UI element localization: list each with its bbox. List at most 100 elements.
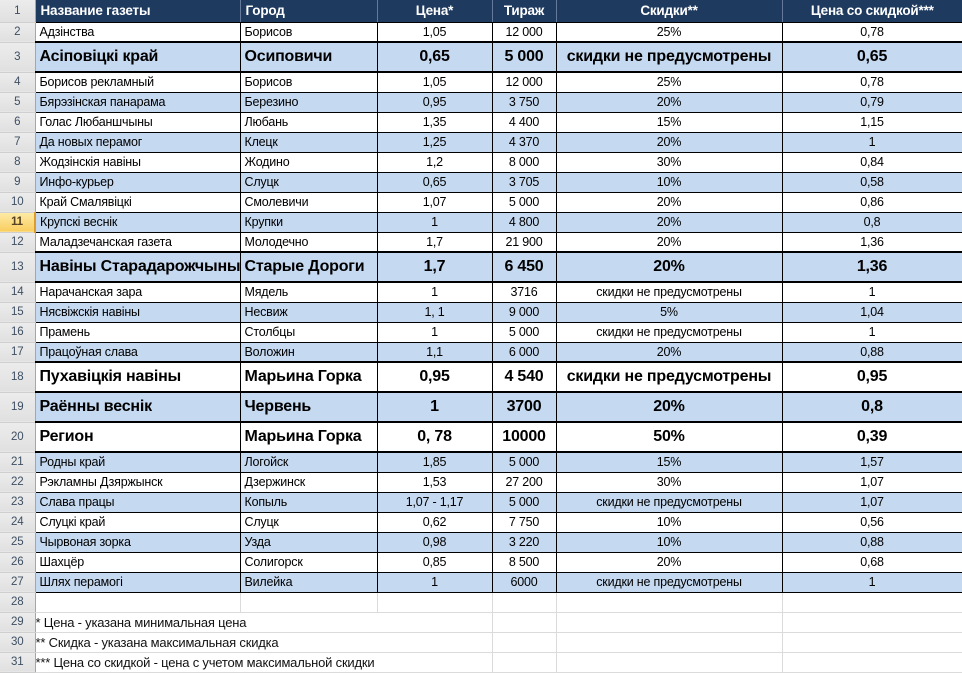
row-header-24[interactable]: 24 — [0, 512, 36, 533]
cell-r15c6[interactable]: 1,04 — [781, 301, 962, 323]
row-header-31[interactable]: 31 — [0, 652, 36, 673]
cell-r6c2[interactable]: Любань — [239, 111, 378, 133]
cell-r27c4[interactable]: 6000 — [491, 571, 557, 593]
empty-cell[interactable] — [376, 591, 493, 613]
cell-r10c4[interactable]: 5 000 — [491, 191, 557, 213]
cell-r14c1[interactable]: Нарачанская зара — [34, 281, 241, 303]
cell-r21c1[interactable]: Родны край — [34, 451, 241, 473]
cell-r7c4[interactable]: 4 370 — [491, 131, 557, 153]
cell-r3c3[interactable]: 0,65 — [376, 41, 493, 73]
row-header-12[interactable]: 12 — [0, 232, 36, 253]
cell-r25c6[interactable]: 0,88 — [781, 531, 962, 553]
cell-r7c6[interactable]: 1 — [781, 131, 962, 153]
cell-r3c4[interactable]: 5 000 — [491, 41, 557, 73]
cell-r13c6[interactable]: 1,36 — [781, 251, 962, 283]
cell-r3c6[interactable]: 0,65 — [781, 41, 962, 73]
cell-r17c4[interactable]: 6 000 — [491, 341, 557, 363]
cell-r24c2[interactable]: Слуцк — [239, 511, 378, 533]
cell-r8c2[interactable]: Жодино — [239, 151, 378, 173]
cell-r12c1[interactable]: Маладзечанская газета — [34, 231, 241, 253]
row-header-1[interactable]: 1 — [0, 0, 36, 23]
cell-r23c6[interactable]: 1,07 — [781, 491, 962, 513]
cell-r7c5[interactable]: 20% — [555, 131, 783, 153]
cell-r18c2[interactable]: Марьина Горка — [239, 361, 378, 393]
cell-r5c5[interactable]: 20% — [555, 91, 783, 113]
cell-r26c5[interactable]: 20% — [555, 551, 783, 573]
cell-r21c3[interactable]: 1,85 — [376, 451, 493, 473]
cell-r27c2[interactable]: Вилейка — [239, 571, 378, 593]
cell-r22c3[interactable]: 1,53 — [376, 471, 493, 493]
cell-r27c6[interactable]: 1 — [781, 571, 962, 593]
cell-r12c2[interactable]: Молодечно — [239, 231, 378, 253]
cell-r11c2[interactable]: Крупки — [239, 211, 378, 233]
cell-r17c5[interactable]: 20% — [555, 341, 783, 363]
cell-r26c1[interactable]: Шахцёр — [34, 551, 241, 573]
cell-r19c2[interactable]: Червень — [239, 391, 378, 423]
cell-r6c4[interactable]: 4 400 — [491, 111, 557, 133]
cell-r17c6[interactable]: 0,88 — [781, 341, 962, 363]
cell-r27c1[interactable]: Шлях перамогі — [34, 571, 241, 593]
cell-r8c6[interactable]: 0,84 — [781, 151, 962, 173]
row-header-18[interactable]: 18 — [0, 362, 36, 393]
row-header-30[interactable]: 30 — [0, 632, 36, 653]
cell-r9c5[interactable]: 10% — [555, 171, 783, 193]
cell-r14c5[interactable]: скидки не предусмотрены — [555, 281, 783, 303]
row-header-17[interactable]: 17 — [0, 342, 36, 363]
empty-cell[interactable] — [555, 611, 783, 633]
cell-r27c3[interactable]: 1 — [376, 571, 493, 593]
empty-cell[interactable] — [781, 611, 962, 633]
empty-cell[interactable] — [781, 631, 962, 653]
cell-r26c2[interactable]: Солигорск — [239, 551, 378, 573]
cell-r25c3[interactable]: 0,98 — [376, 531, 493, 553]
cell-r8c4[interactable]: 8 000 — [491, 151, 557, 173]
cell-r19c3[interactable]: 1 — [376, 391, 493, 423]
cell-r12c3[interactable]: 1,7 — [376, 231, 493, 253]
cell-r12c6[interactable]: 1,36 — [781, 231, 962, 253]
cell-r2c3[interactable]: 1,05 — [376, 21, 493, 43]
cell-r17c1[interactable]: Працоўная слава — [34, 341, 241, 363]
cell-r4c2[interactable]: Борисов — [239, 71, 378, 93]
empty-cell[interactable] — [34, 591, 241, 613]
cell-r19c6[interactable]: 0,8 — [781, 391, 962, 423]
cell-r24c4[interactable]: 7 750 — [491, 511, 557, 533]
row-header-4[interactable]: 4 — [0, 72, 36, 93]
row-header-28[interactable]: 28 — [0, 592, 36, 613]
cell-r4c6[interactable]: 0,78 — [781, 71, 962, 93]
cell-r18c4[interactable]: 4 540 — [491, 361, 557, 393]
row-header-27[interactable]: 27 — [0, 572, 36, 593]
cell-r15c3[interactable]: 1, 1 — [376, 301, 493, 323]
footnote-r29[interactable]: * Цена - указана минимальная цена — [34, 611, 493, 633]
cell-r16c6[interactable]: 1 — [781, 321, 962, 343]
cell-r23c3[interactable]: 1,07 - 1,17 — [376, 491, 493, 513]
cell-r6c5[interactable]: 15% — [555, 111, 783, 133]
cell-r18c6[interactable]: 0,95 — [781, 361, 962, 393]
cell-r6c3[interactable]: 1,35 — [376, 111, 493, 133]
cell-r7c1[interactable]: Да новых перамог — [34, 131, 241, 153]
cell-r7c3[interactable]: 1,25 — [376, 131, 493, 153]
cell-r3c2[interactable]: Осиповичи — [239, 41, 378, 73]
cell-r6c1[interactable]: Голас Любаншчыны — [34, 111, 241, 133]
cell-r8c3[interactable]: 1,2 — [376, 151, 493, 173]
cell-r3c5[interactable]: скидки не предусмотрены — [555, 41, 783, 73]
cell-r24c3[interactable]: 0,62 — [376, 511, 493, 533]
cell-r18c3[interactable]: 0,95 — [376, 361, 493, 393]
row-header-25[interactable]: 25 — [0, 532, 36, 553]
empty-cell[interactable] — [491, 631, 557, 653]
cell-r20c2[interactable]: Марьина Горка — [239, 421, 378, 453]
cell-r16c4[interactable]: 5 000 — [491, 321, 557, 343]
cell-r9c2[interactable]: Слуцк — [239, 171, 378, 193]
row-header-20[interactable]: 20 — [0, 422, 36, 453]
row-header-9[interactable]: 9 — [0, 172, 36, 193]
row-header-10[interactable]: 10 — [0, 192, 36, 213]
cell-r10c3[interactable]: 1,07 — [376, 191, 493, 213]
empty-cell[interactable] — [555, 651, 783, 673]
footnote-r31[interactable]: *** Цена со скидкой - цена с учетом макс… — [34, 651, 493, 673]
cell-r4c3[interactable]: 1,05 — [376, 71, 493, 93]
cell-r16c3[interactable]: 1 — [376, 321, 493, 343]
cell-r11c3[interactable]: 1 — [376, 211, 493, 233]
row-header-8[interactable]: 8 — [0, 152, 36, 173]
cell-r9c6[interactable]: 0,58 — [781, 171, 962, 193]
cell-r22c2[interactable]: Дзержинск — [239, 471, 378, 493]
cell-r16c5[interactable]: скидки не предусмотрены — [555, 321, 783, 343]
cell-r5c1[interactable]: Бярэзінская панарама — [34, 91, 241, 113]
